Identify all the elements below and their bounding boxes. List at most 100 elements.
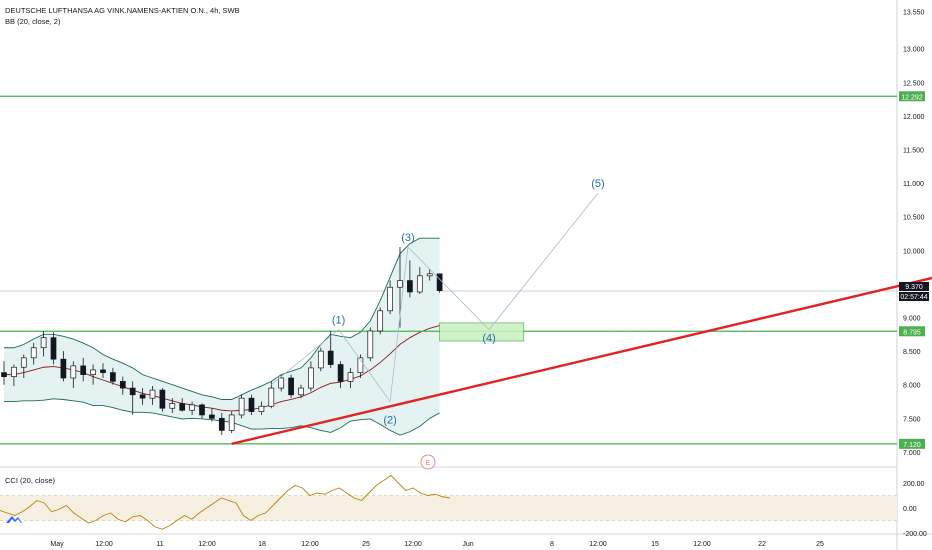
candle-body <box>80 365 87 375</box>
candle-body <box>416 275 423 293</box>
candle-body <box>40 337 47 349</box>
bollinger-legend[interactable]: BB (20, close, 2) <box>5 17 61 26</box>
candle-body <box>119 381 126 389</box>
bollinger-bands <box>4 237 440 436</box>
price-tick-label: 7.500 <box>903 416 921 423</box>
last-price-label: 9.370 <box>905 284 923 291</box>
time-axis[interactable]: May 12:00 11 12:00 18 12:00 25 12:00 Jun 8 12:00 15… <box>50 541 824 548</box>
target-zone[interactable] <box>439 322 525 342</box>
candle-body <box>159 389 166 409</box>
price-tick-label: 9.000 <box>903 316 921 323</box>
time-tick-label: 12:00 <box>198 541 216 548</box>
candle-body <box>308 367 314 389</box>
time-tick-label: 25 <box>362 541 370 548</box>
wave-label-4: (4) <box>482 333 495 345</box>
candle-body <box>209 414 215 419</box>
earnings-label: E <box>426 460 431 467</box>
candle-body <box>278 377 285 389</box>
price-tick-label: 11.000 <box>903 181 924 188</box>
candle-body <box>199 404 205 416</box>
candle-body <box>60 358 67 379</box>
candle-body <box>228 414 235 431</box>
cci-tick-label: -200.00 <box>903 531 927 538</box>
candle-body <box>426 273 433 277</box>
time-tick-label: 12:00 <box>404 541 422 548</box>
level-label-1: 8.795 <box>903 329 921 336</box>
candle-body <box>179 403 186 411</box>
candle-body <box>20 357 27 368</box>
time-tick-label: 22 <box>758 541 766 548</box>
candle-body <box>387 286 393 312</box>
symbol-legend[interactable]: DEUTSCHE LUFTHANSA AG VINK.NAMENS-AKTIEN… <box>5 6 240 15</box>
candle-body <box>218 417 225 431</box>
candle-body <box>90 369 96 375</box>
level-tag-1 <box>899 326 925 337</box>
candle-body <box>50 337 57 360</box>
candle-body <box>110 372 116 382</box>
time-tick-label: 12:00 <box>589 541 607 548</box>
cci-band <box>0 495 897 521</box>
candle-body <box>238 397 245 416</box>
time-tick-label: Jun <box>462 541 473 548</box>
time-tick-label: 15 <box>651 541 659 548</box>
candle-body <box>70 365 77 379</box>
candle-body <box>367 330 374 359</box>
price-tick-label: 8.500 <box>903 349 921 356</box>
candle-body <box>248 397 255 412</box>
time-tick-label: 12:00 <box>693 541 711 548</box>
price-tick-label: 13.000 <box>903 47 925 54</box>
level-tag-2 <box>899 438 925 449</box>
wave-label-1: (1) <box>332 315 345 327</box>
bollinger-upper <box>4 237 440 400</box>
candle-body <box>149 389 156 399</box>
level-label-0: 12.292 <box>901 94 923 101</box>
candle-body <box>347 372 354 382</box>
candle-series <box>1 246 443 436</box>
price-axis[interactable]: 13.550 13.000 12.500 12.000 11.500 11.000 10.5… <box>899 10 929 457</box>
price-tick-label: 7.000 <box>903 450 921 457</box>
elliott-wave-projection[interactable]: (1) (2) (3) (4) (5) E <box>271 178 605 470</box>
time-tick-label: 12:00 <box>95 541 113 548</box>
price-tick-label: 12.500 <box>903 80 925 87</box>
candle-body <box>169 403 176 409</box>
candle-body <box>327 350 334 365</box>
trend-line[interactable] <box>231 146 932 446</box>
time-tick-label: 25 <box>816 541 824 548</box>
wave-label-2: (2) <box>383 415 396 427</box>
candle-body <box>298 387 304 396</box>
time-tick-label: May <box>50 541 64 548</box>
cci-pane: 200.00 0.00 -200.00 <box>0 474 927 538</box>
price-tick-label: 8.000 <box>903 383 921 390</box>
price-tick-label: 13.550 <box>903 10 925 17</box>
candle-body <box>377 310 384 332</box>
cci-legend[interactable]: CCI (20, close) <box>5 476 56 485</box>
countdown-tag <box>899 292 929 301</box>
candle-body <box>407 280 413 293</box>
wave-label-3: (3) <box>401 232 414 244</box>
time-tick-label: 12:00 <box>301 541 319 548</box>
candle-body <box>11 366 17 377</box>
candle-body <box>189 404 195 411</box>
candle-body <box>357 357 364 373</box>
level-tag-0 <box>899 91 925 102</box>
candle-body <box>100 369 106 373</box>
countdown-label: 02:57:44 <box>900 294 927 301</box>
last-price-tag <box>899 282 929 291</box>
candle-body <box>258 405 265 412</box>
price-tick-label: 11.500 <box>903 147 924 154</box>
price-tick-label: 10.500 <box>903 215 925 222</box>
candle-body <box>1 372 7 377</box>
earnings-icon <box>420 454 436 470</box>
wave-label-5: (5) <box>591 178 604 190</box>
time-tick-label: 18 <box>258 541 266 548</box>
candle-body <box>139 394 146 399</box>
cci-tick-label: 0.00 <box>903 506 917 513</box>
candle-body <box>268 387 275 407</box>
price-tick-label: 12.000 <box>903 114 925 121</box>
time-tick-label: 11 <box>156 541 163 548</box>
candle-body <box>436 273 443 291</box>
candle-body <box>30 347 37 359</box>
bollinger-fill <box>4 238 440 436</box>
